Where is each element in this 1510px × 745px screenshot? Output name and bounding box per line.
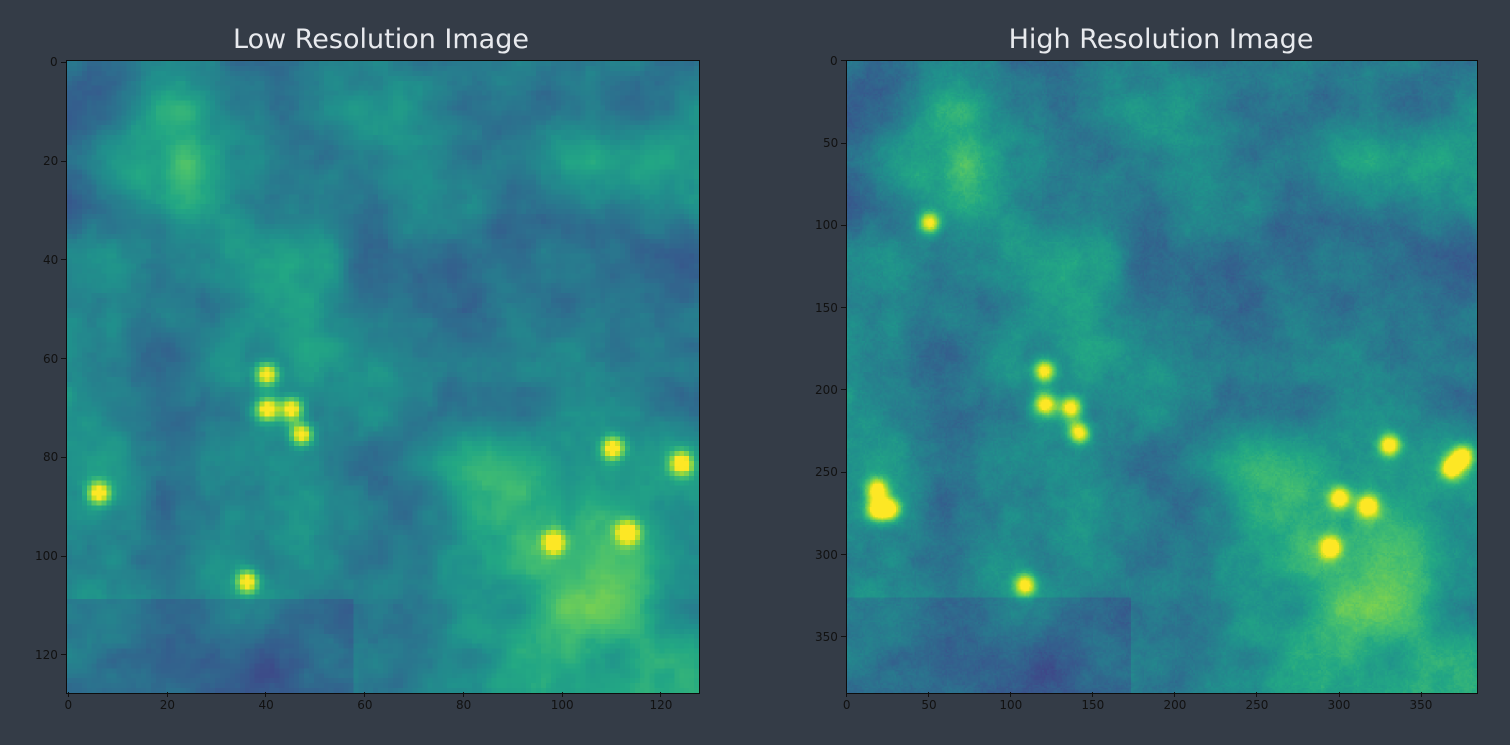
y-tick-mark: [61, 358, 66, 360]
y-tick-label: 40: [43, 252, 59, 267]
x-tick-mark: [561, 692, 563, 697]
y-tick-label: 80: [43, 450, 59, 465]
y-tick-label: 20: [43, 154, 59, 169]
y-tick-mark: [841, 389, 846, 391]
x-tick-label: 120: [649, 698, 673, 712]
x-tick-label: 0: [842, 698, 851, 712]
y-tick-mark: [841, 554, 846, 556]
x-tick-label: 250: [1245, 698, 1269, 712]
y-tick-label: 100: [35, 549, 58, 564]
x-tick-mark: [928, 692, 930, 697]
x-tick-label: 100: [550, 698, 574, 712]
x-tick-mark: [1092, 692, 1094, 697]
y-tick-mark: [841, 636, 846, 638]
x-tick-label: 300: [1327, 698, 1351, 712]
x-tick-label: 60: [357, 698, 373, 712]
x-tick-label: 40: [258, 698, 274, 712]
high-res-image: [846, 60, 1478, 694]
x-tick-label: 100: [999, 698, 1023, 712]
y-tick-mark: [61, 160, 66, 162]
y-tick-label: 150: [815, 300, 838, 315]
high-res-raster: [847, 61, 1477, 693]
y-tick-mark: [61, 654, 66, 656]
y-tick-label: 100: [815, 218, 838, 233]
y-tick-mark: [61, 456, 66, 458]
x-tick-mark: [1256, 692, 1258, 697]
x-tick-mark: [1174, 692, 1176, 697]
x-tick-mark: [166, 692, 168, 697]
y-tick-label: 200: [815, 382, 838, 397]
high-res-title: High Resolution Image: [1008, 24, 1314, 55]
y-tick-label: 60: [43, 351, 59, 366]
x-tick-label: 0: [64, 698, 73, 712]
y-tick-mark: [841, 471, 846, 473]
y-tick-mark: [841, 224, 846, 226]
y-tick-label: 120: [35, 647, 58, 662]
y-tick-mark: [841, 142, 846, 144]
low-res-image: [66, 60, 700, 694]
y-tick-label: 350: [815, 629, 838, 644]
x-tick-label: 50: [921, 698, 937, 712]
low-res-title: Low Resolution Image: [233, 24, 529, 55]
y-tick-mark: [841, 307, 846, 309]
x-tick-mark: [265, 692, 267, 697]
x-tick-label: 20: [159, 698, 175, 712]
x-tick-mark: [846, 692, 848, 697]
y-tick-label: 300: [815, 547, 838, 562]
x-tick-label: 150: [1081, 698, 1105, 712]
y-tick-label: 250: [815, 465, 838, 480]
x-tick-mark: [1338, 692, 1340, 697]
x-tick-mark: [364, 692, 366, 697]
x-tick-mark: [462, 692, 464, 697]
x-tick-label: 350: [1409, 698, 1433, 712]
x-tick-mark: [1010, 692, 1012, 697]
x-tick-mark: [67, 692, 69, 697]
y-tick-mark: [841, 60, 846, 62]
x-tick-label: 200: [1163, 698, 1187, 712]
low-res-raster: [67, 61, 699, 693]
x-tick-label: 80: [455, 698, 472, 712]
y-tick-label: 50: [823, 136, 839, 151]
y-tick-mark: [61, 61, 66, 63]
y-tick-label: 0: [830, 53, 838, 68]
y-tick-mark: [61, 555, 66, 557]
y-tick-mark: [61, 259, 66, 261]
y-tick-label: 0: [50, 55, 58, 70]
x-tick-mark: [1420, 692, 1422, 697]
x-tick-mark: [660, 692, 662, 697]
